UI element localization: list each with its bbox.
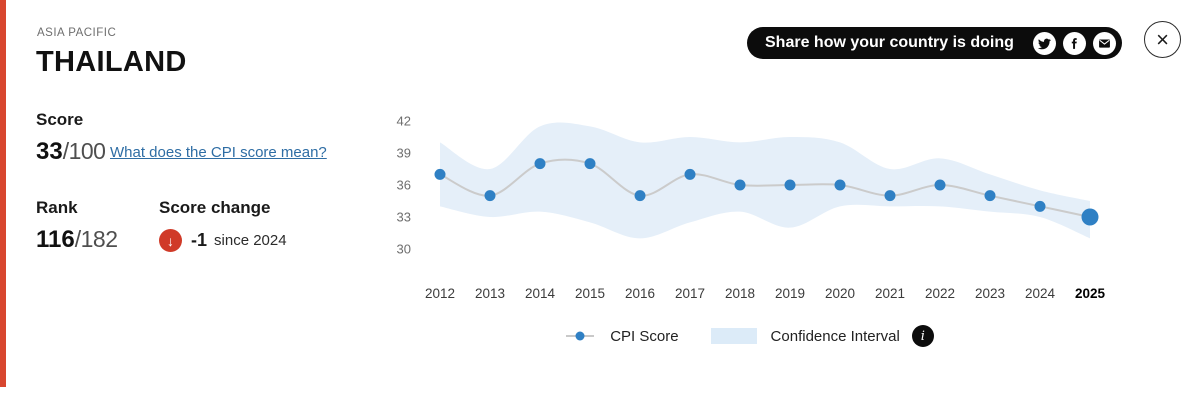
share-pill[interactable]: Share how your country is doing <box>747 27 1122 59</box>
legend-cpi-marker <box>566 331 595 341</box>
legend-cpi-label: CPI Score <box>610 327 679 345</box>
cpi-point-2021[interactable] <box>884 190 896 202</box>
cpi-point-2025[interactable] <box>1081 208 1099 226</box>
x-tick-label: 2014 <box>525 286 556 301</box>
cpi-point-2023[interactable] <box>984 190 996 202</box>
close-icon: × <box>1156 26 1169 52</box>
country-title: THAILAND <box>36 46 187 78</box>
cpi-point-2013[interactable] <box>484 190 496 202</box>
x-tick-label: 2024 <box>1025 286 1056 301</box>
cpi-point-2019[interactable] <box>784 179 796 191</box>
cpi-point-2024[interactable] <box>1034 200 1046 212</box>
rank-denominator: /182 <box>74 226 118 252</box>
x-tick-label: 2017 <box>675 286 705 301</box>
y-tick-label: 36 <box>397 178 411 193</box>
x-tick-label: 2013 <box>475 286 505 301</box>
cpi-point-2022[interactable] <box>934 179 946 191</box>
rank-value-row: 116/182 <box>36 226 118 254</box>
x-tick-label: 2022 <box>925 286 955 301</box>
cpi-point-2015[interactable] <box>584 158 596 170</box>
score-value-row: 33/100 <box>36 138 106 166</box>
x-tick-label: 2015 <box>575 286 605 301</box>
score-denominator: /100 <box>62 138 106 164</box>
region-label: ASIA PACIFIC <box>37 27 117 39</box>
score-change-label: Score change <box>159 198 271 217</box>
legend-cpi-dot-icon <box>575 331 585 341</box>
down-arrow-icon: ↓ <box>159 229 182 252</box>
cpi-point-2017[interactable] <box>684 168 696 180</box>
x-tick-label: 2018 <box>725 286 755 301</box>
x-tick-label: 2016 <box>625 286 655 301</box>
score-change-value: -1 <box>191 230 208 250</box>
cpi-point-2020[interactable] <box>834 179 846 191</box>
legend-ci-label: Confidence Interval <box>770 327 900 345</box>
twitter-icon[interactable] <box>1032 31 1056 55</box>
cpi-point-2012[interactable] <box>434 168 446 180</box>
x-tick-label: 2020 <box>825 286 855 301</box>
cpi-point-2018[interactable] <box>734 179 746 191</box>
x-tick-label: 2021 <box>875 286 905 301</box>
y-tick-label: 39 <box>397 146 411 161</box>
score-value: 33 <box>36 138 63 165</box>
cpi-chart[interactable]: 42 39 36 33 30 2012 2013 2014 2015 2016 2017 2018 20… <box>385 105 1145 315</box>
y-tick-label: 30 <box>397 242 411 257</box>
y-tick-label: 42 <box>397 114 411 129</box>
cpi-point-2014[interactable] <box>534 158 546 170</box>
chart-legend: CPI Score Confidence Interval i <box>390 324 1110 348</box>
facebook-icon[interactable] <box>1062 31 1086 55</box>
rank-label: Rank <box>36 198 78 217</box>
cpi-point-2016[interactable] <box>634 190 646 202</box>
x-tick-label: 2023 <box>975 286 1005 301</box>
share-label: Share how your country is doing <box>765 34 1014 51</box>
x-tick-label: 2012 <box>425 286 455 301</box>
y-tick-label: 33 <box>397 210 411 225</box>
score-change-since: since 2024 <box>214 232 287 249</box>
score-label: Score <box>36 110 84 129</box>
close-button[interactable]: × <box>1144 21 1181 58</box>
cpi-score-link[interactable]: What does the CPI score mean? <box>110 144 327 161</box>
info-icon[interactable]: i <box>911 325 934 347</box>
score-change-row: ↓ -1 since 2024 <box>159 229 287 252</box>
legend-ci-swatch <box>710 328 757 344</box>
email-icon[interactable] <box>1092 31 1116 55</box>
x-tick-label: 2025 <box>1075 286 1106 301</box>
rank-value: 116 <box>36 226 75 253</box>
x-tick-label: 2019 <box>775 286 805 301</box>
confidence-band <box>440 122 1090 239</box>
accent-bar <box>0 0 6 387</box>
